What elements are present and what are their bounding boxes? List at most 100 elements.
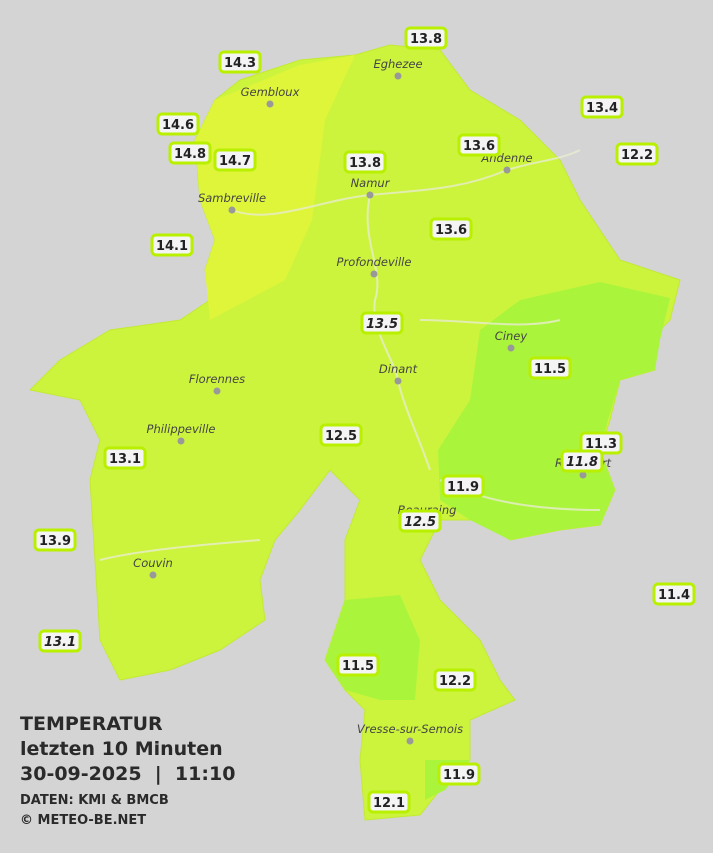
station: 14.3 <box>218 50 262 74</box>
station-value: 13.9 <box>39 534 71 549</box>
station: 14.8 <box>168 141 212 165</box>
station: 13.1 <box>38 629 82 653</box>
city-label: Sambreville <box>198 191 266 205</box>
station: 12.2 <box>615 142 659 166</box>
station: 12.2 <box>433 668 477 692</box>
station-box <box>580 95 624 119</box>
station-box <box>441 474 485 498</box>
river <box>99 539 261 561</box>
city-dot <box>503 166 511 174</box>
station-box <box>360 311 404 335</box>
station-box <box>38 629 82 653</box>
city-dot <box>579 471 587 479</box>
station-box <box>433 668 477 692</box>
station-box <box>343 150 387 174</box>
station-value: 12.1 <box>373 796 405 811</box>
city-dot <box>394 377 402 385</box>
station-value: 12.5 <box>404 515 436 530</box>
station-value: 13.8 <box>349 156 381 171</box>
cool-zone <box>438 282 670 540</box>
city-label: Gembloux <box>241 85 300 99</box>
river <box>231 149 581 216</box>
station-box <box>213 148 257 172</box>
station-box <box>615 142 659 166</box>
station-value: 11.4 <box>658 588 690 603</box>
city-label: Profondeville <box>337 255 412 269</box>
station: 11.9 <box>441 474 485 498</box>
warm-zone <box>195 55 355 320</box>
station-box <box>652 582 696 606</box>
station-box <box>404 26 448 50</box>
city-dot <box>370 270 378 278</box>
station-value: 13.5 <box>366 317 398 332</box>
station-value: 11.5 <box>534 362 566 377</box>
station-value: 12.2 <box>621 148 653 163</box>
station-box <box>33 528 77 552</box>
river <box>419 319 561 326</box>
station-value: 12.5 <box>325 429 357 444</box>
station-value: 11.9 <box>447 480 479 495</box>
station-box <box>367 790 411 814</box>
station: 11.8 <box>560 449 604 473</box>
station-value: 13.6 <box>463 139 495 154</box>
station-box <box>429 217 473 241</box>
city-label: Ciney <box>495 329 528 343</box>
station-box <box>437 762 481 786</box>
city-dot <box>366 191 374 199</box>
station: 12.1 <box>367 790 411 814</box>
station-box <box>218 50 262 74</box>
station-box <box>150 233 194 257</box>
station: 12.5 <box>319 423 363 447</box>
station: 14.7 <box>213 148 257 172</box>
station-box <box>336 653 380 677</box>
city-label: Philippeville <box>147 422 216 436</box>
station-box <box>560 449 604 473</box>
station: 13.9 <box>33 528 77 552</box>
station-value: 11.8 <box>566 455 598 470</box>
city-label: Namur <box>351 176 391 190</box>
station: 13.8 <box>343 150 387 174</box>
station-box <box>319 423 363 447</box>
city-label: Vresse-sur-Semois <box>357 722 463 736</box>
timestamp: 30-09-2025 | 11:10 <box>20 763 235 785</box>
stations: 14.3 13.8 14.6 14.8 14.7 13.8 13.6 13.4 12.2 14.1… <box>33 26 696 814</box>
station: 13.6 <box>429 217 473 241</box>
city-dot <box>213 387 221 395</box>
station: 11.5 <box>336 653 380 677</box>
station: 14.6 <box>156 112 200 136</box>
station-value: 13.6 <box>435 223 467 238</box>
station: 11.4 <box>652 582 696 606</box>
copyright: © METEO-BE.NET <box>20 813 146 828</box>
station-box <box>168 141 212 165</box>
city-dot <box>266 100 274 108</box>
city-dot <box>394 72 402 80</box>
station-box <box>156 112 200 136</box>
city-dot <box>406 737 414 745</box>
station-value: 14.3 <box>224 56 256 71</box>
city-label: Dinant <box>379 362 418 376</box>
station: 11.3 <box>579 431 623 455</box>
station-value: 11.3 <box>585 437 617 452</box>
city-label: Florennes <box>189 372 245 386</box>
cool-zone <box>325 595 420 700</box>
station-value: 13.1 <box>44 635 76 650</box>
station-box <box>398 509 442 533</box>
river <box>366 194 431 471</box>
station-value: 11.9 <box>443 768 475 783</box>
source: DATEN: KMI & BMCB <box>20 793 169 808</box>
city-dot <box>177 437 185 445</box>
city-dot <box>228 206 236 214</box>
city-dot <box>149 571 157 579</box>
station: 12.5 <box>398 509 442 533</box>
station-value: 14.8 <box>174 147 206 162</box>
station-value: 14.1 <box>156 239 188 254</box>
station-value: 14.7 <box>219 154 251 169</box>
city-label: Eghezee <box>373 57 422 71</box>
station-value: 12.2 <box>439 674 471 689</box>
station-box <box>103 446 147 470</box>
legend-text: TEMPERATUR letzten 10 Minuten 30-09-2025… <box>20 713 235 828</box>
station-value: 13.1 <box>109 452 141 467</box>
station-value: 11.5 <box>342 659 374 674</box>
